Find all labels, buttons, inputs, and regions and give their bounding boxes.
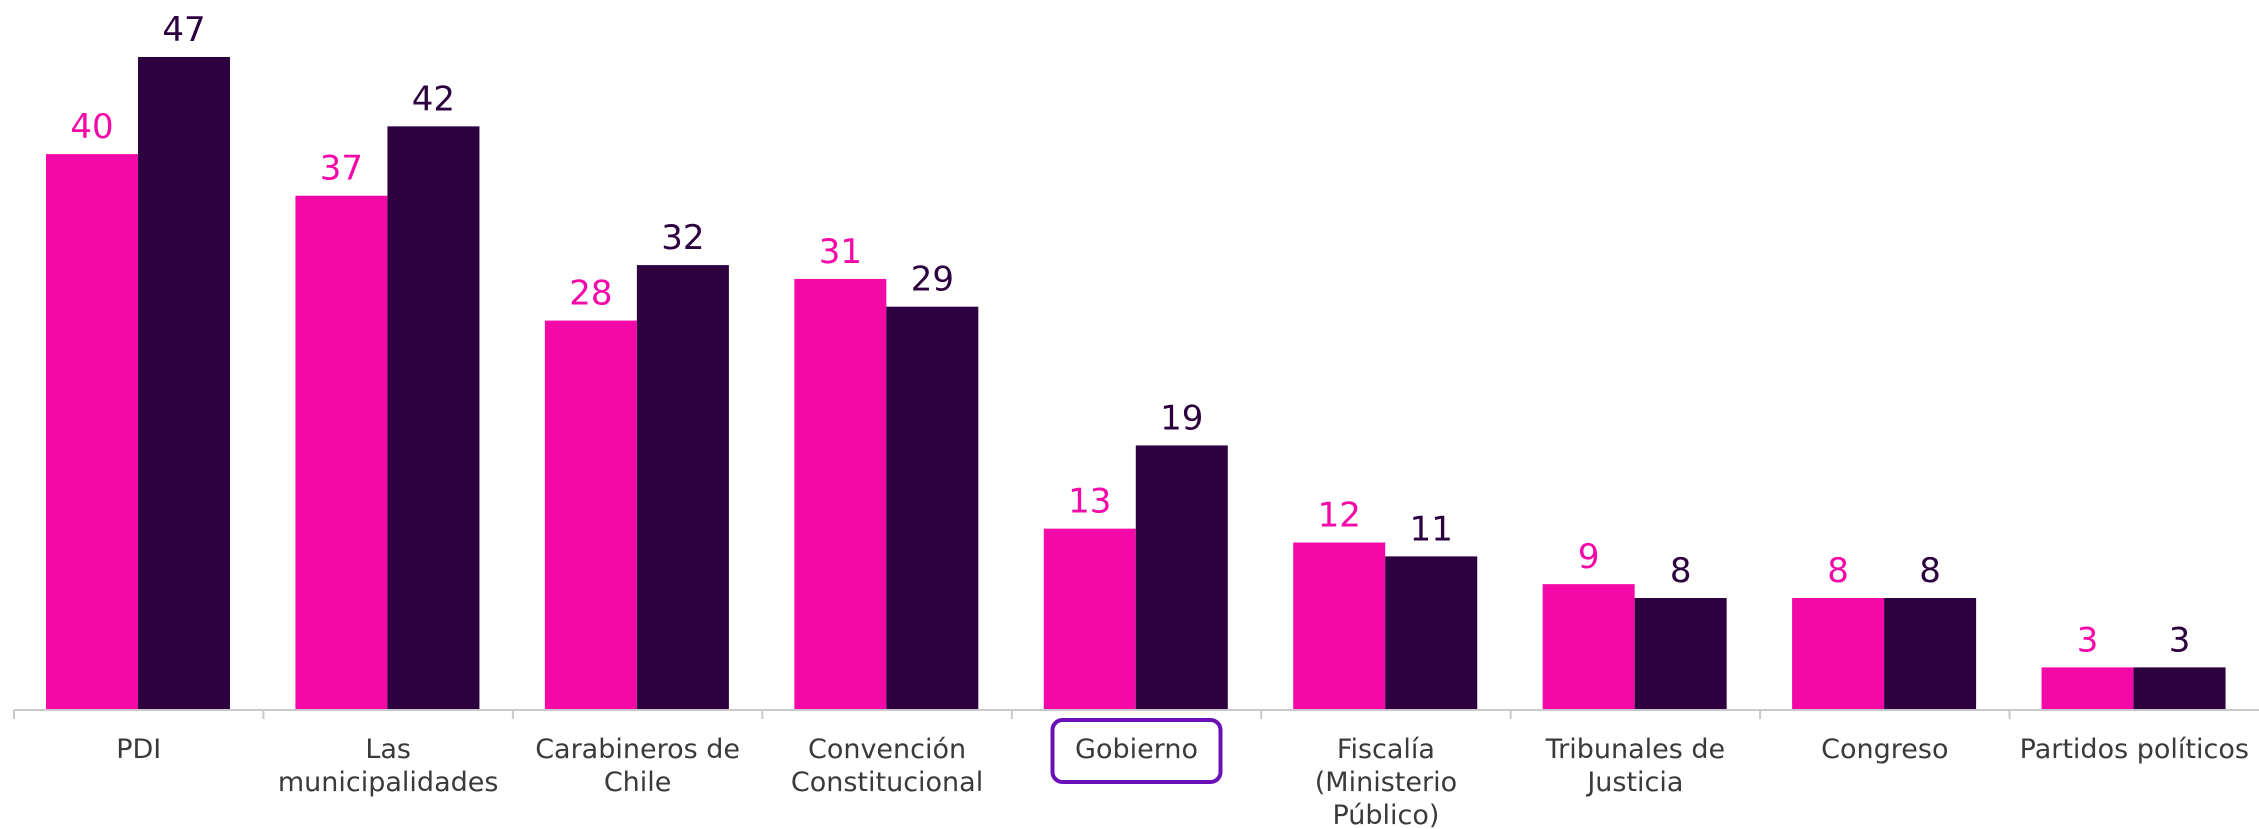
category-label: Las (365, 734, 411, 765)
data-label: 31 (819, 232, 862, 272)
bar-dark-8 (2133, 667, 2226, 709)
category-label: Carabineros de (535, 734, 740, 765)
data-label: 32 (661, 218, 704, 258)
data-label: 9 (1578, 537, 1600, 577)
category-label: Fiscalía (1337, 734, 1435, 765)
data-label: 37 (320, 149, 363, 189)
data-label: 8 (1919, 551, 1941, 591)
bar-pink-1 (295, 195, 388, 710)
bar-pink-0 (46, 154, 138, 709)
data-label: 8 (1827, 551, 1849, 591)
data-label: 3 (2077, 620, 2099, 660)
data-label: 29 (911, 260, 954, 300)
data-label: 3 (2169, 620, 2191, 660)
bar-dark-2 (636, 265, 729, 709)
data-label: 12 (1318, 496, 1361, 536)
category-label: Convención (808, 734, 966, 765)
bar-pink-6 (1542, 584, 1635, 709)
bar-dark-5 (1385, 556, 1478, 709)
category-label: Justicia (1585, 767, 1683, 798)
bar-dark-7 (1884, 598, 1977, 709)
data-label: 28 (569, 274, 612, 314)
category-label: Tribunales de (1545, 734, 1726, 765)
category-label: municipalidades (278, 767, 499, 798)
category-label: Chile (604, 767, 672, 798)
bar-dark-6 (1634, 598, 1727, 709)
bar-pink-2 (544, 320, 637, 709)
data-label: 8 (1670, 551, 1692, 591)
bar-dark-0 (138, 57, 230, 709)
bar-pink-3 (794, 278, 887, 709)
bar-pink-5 (1293, 542, 1386, 709)
category-label: Constitucional (791, 767, 983, 798)
bar-pink-4 (1043, 528, 1136, 709)
data-label: 19 (1160, 398, 1203, 438)
data-label: 42 (412, 79, 455, 119)
category-label: (Ministerio (1315, 767, 1457, 798)
bar-pink-8 (2041, 667, 2134, 709)
bar-dark-4 (1135, 445, 1228, 709)
data-label: 40 (70, 107, 113, 147)
highlight-box (1050, 718, 1223, 784)
category-label: Congreso (1821, 734, 1948, 765)
data-label: 13 (1068, 482, 1111, 522)
category-label: Gobierno (1075, 734, 1198, 765)
data-label: 47 (162, 10, 205, 50)
data-label: 11 (1410, 509, 1453, 549)
category-label: Partidos políticos (2020, 734, 2249, 765)
bar-dark-3 (886, 306, 979, 709)
bar-dark-1 (387, 126, 480, 710)
bar-pink-7 (1792, 598, 1885, 709)
category-label: PDI (116, 734, 161, 765)
category-label: Público) (1332, 800, 1439, 829)
